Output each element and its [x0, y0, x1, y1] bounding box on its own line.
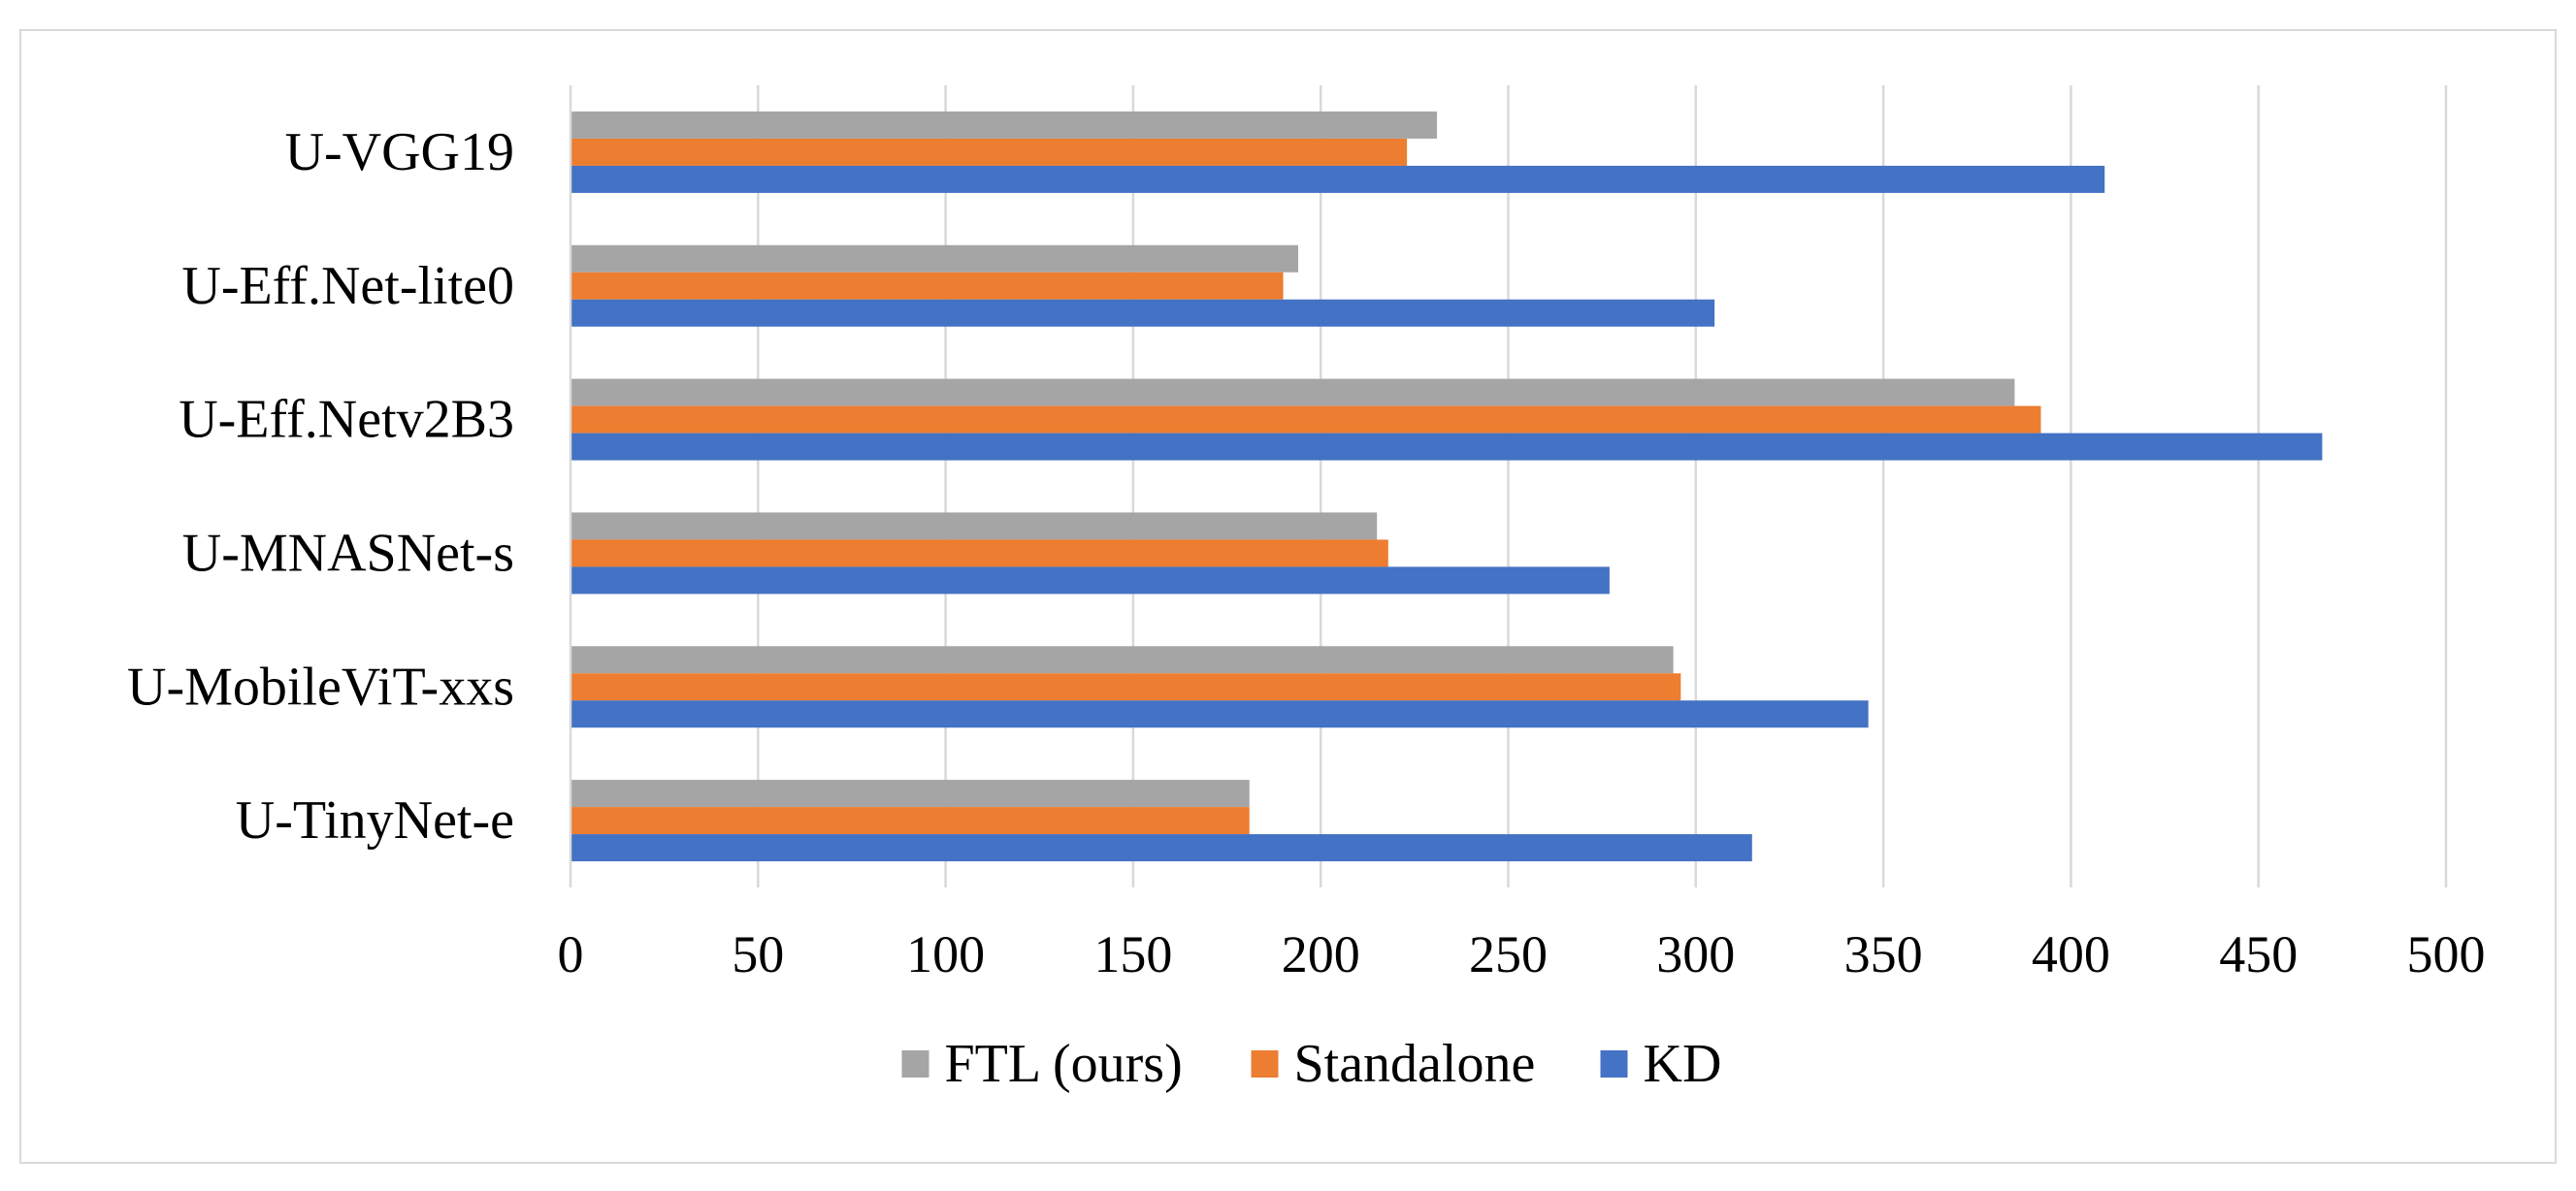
bar-ftl-ours--0 [571, 111, 1438, 139]
legend-label: FTL (ours) [945, 1034, 1183, 1094]
legend-label: Standalone [1294, 1034, 1536, 1094]
category-label: U-MNASNet-s [182, 523, 514, 583]
legend-label: KD [1644, 1034, 1722, 1094]
x-tick-label: 450 [2219, 925, 2298, 983]
x-tick-label: 350 [1844, 925, 1923, 983]
bar-ftl-ours--3 [571, 512, 1378, 540]
bar-standalone-0 [571, 138, 1408, 166]
bar-ftl-ours--2 [571, 378, 2015, 406]
category-label: U-VGG19 [285, 122, 514, 182]
bar-kd-2 [571, 433, 2323, 461]
bar-kd-0 [571, 165, 2105, 193]
x-tick-label: 200 [1282, 925, 1360, 983]
bars-layer [571, 111, 2323, 862]
x-tick-label: 250 [1469, 925, 1548, 983]
category-label: U-TinyNet-e [236, 790, 514, 851]
bar-standalone-4 [571, 673, 1681, 701]
category-label: U-Eff.Net-lite0 [181, 256, 514, 316]
x-tick-label: 400 [2032, 925, 2110, 983]
x-tick-label: 150 [1093, 925, 1172, 983]
bar-standalone-3 [571, 539, 1388, 567]
bar-kd-5 [571, 834, 1752, 862]
x-tick-label: 500 [2407, 925, 2486, 983]
bar-standalone-1 [571, 272, 1284, 300]
bar-kd-4 [571, 700, 1869, 728]
category-labels: U-VGG19 U-Eff.Net-lite0 U-Eff.Netv2B3 U-MNA… [127, 122, 514, 851]
x-tick-label: 300 [1656, 925, 1735, 983]
bar-standalone-5 [571, 807, 1250, 835]
x-tick-labels: 0 50 100 150 200 250 300 350 400 450 500 [558, 925, 2486, 983]
x-tick-label: 100 [906, 925, 985, 983]
category-label: U-Eff.Netv2B3 [179, 390, 514, 450]
grid-layer [757, 85, 2448, 887]
bar-kd-1 [571, 299, 1715, 327]
legend-swatch [1600, 1050, 1628, 1078]
bar-standalone-2 [571, 405, 2041, 434]
x-tick-label: 50 [732, 925, 784, 983]
bar-ftl-ours--4 [571, 646, 1674, 674]
bar-ftl-ours--5 [571, 780, 1250, 808]
x-tick-label: 0 [558, 925, 584, 983]
legend-swatch [901, 1050, 929, 1078]
chart-frame [19, 29, 2557, 1164]
category-label: U-MobileViT-xxs [127, 657, 514, 717]
legend: FTL (ours) Standalone KD [901, 1034, 1722, 1094]
legend-swatch [1251, 1050, 1279, 1078]
bar-ftl-ours--1 [571, 244, 1299, 273]
bar-kd-3 [571, 566, 1610, 595]
